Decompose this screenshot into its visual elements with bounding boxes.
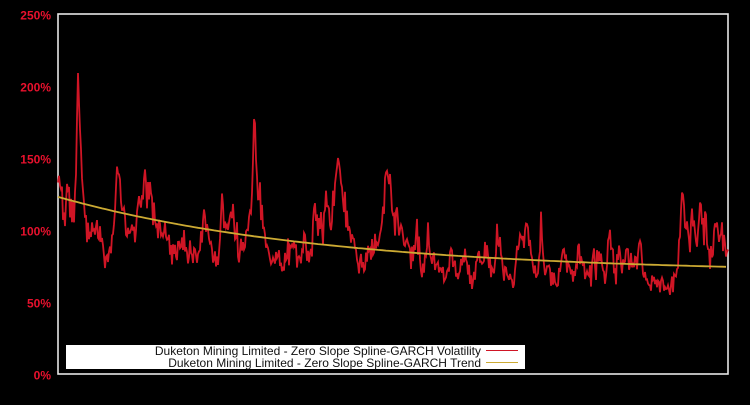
svg-text:Duketon Mining Limited - Zero: Duketon Mining Limited - Zero Slope Spli… — [155, 344, 481, 358]
svg-text:Duketon Mining Limited - Zero: Duketon Mining Limited - Zero Slope Spli… — [168, 356, 481, 370]
svg-text:150%: 150% — [20, 153, 51, 167]
svg-text:250%: 250% — [20, 9, 51, 23]
svg-text:0%: 0% — [34, 369, 52, 383]
svg-text:200%: 200% — [20, 81, 51, 95]
svg-text:50%: 50% — [27, 297, 51, 311]
svg-text:100%: 100% — [20, 225, 51, 239]
